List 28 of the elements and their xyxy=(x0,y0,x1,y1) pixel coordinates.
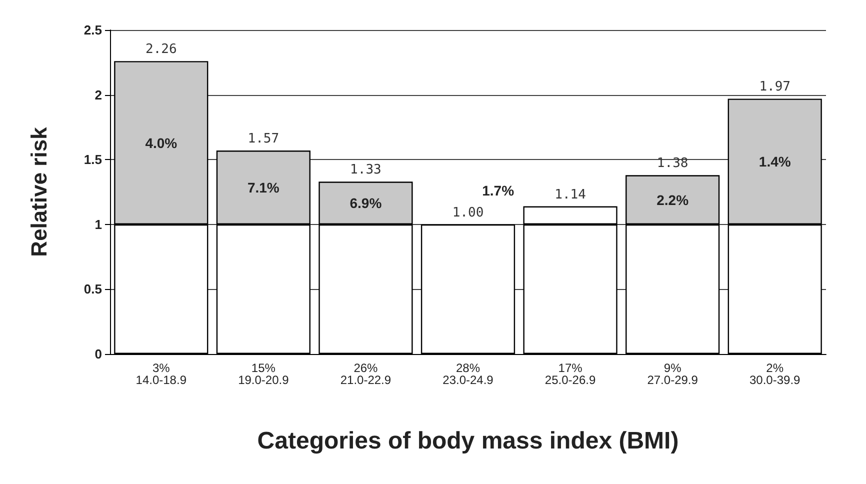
y-axis-title: Relative risk xyxy=(26,126,52,257)
total-label: 1.33 xyxy=(350,162,382,178)
annotation: 7.1% xyxy=(247,179,280,196)
total-label: 1.57 xyxy=(248,132,280,147)
y-tick-label: 0.5 xyxy=(84,282,102,297)
y-tick-label: 0 xyxy=(94,346,102,362)
total-label: 1.38 xyxy=(656,156,688,172)
total-label: 1.14 xyxy=(554,187,586,202)
y-tick-label: 2 xyxy=(94,87,102,102)
y-tick-label: 1.5 xyxy=(84,152,102,168)
x-tick-label: 17% 25.0-26.9 xyxy=(544,361,596,387)
total-label: 1.00 xyxy=(452,205,484,220)
annotation: 6.9% xyxy=(350,195,382,212)
x-tick-label: 3% 14.0-18.9 xyxy=(136,361,187,387)
total-label: 2.26 xyxy=(145,42,177,58)
annotation: 1.4% xyxy=(758,154,792,170)
y-tick-label: 2.5 xyxy=(84,22,102,38)
x-tick-label: 15% 19.0-20.9 xyxy=(238,361,290,387)
x-tick-label: 28% 23.0-24.9 xyxy=(442,361,494,387)
x-tick-label: 2% 30.0-39.9 xyxy=(750,361,801,387)
annotation: 2.2% xyxy=(656,192,690,208)
annotation: 4.0% xyxy=(145,134,178,151)
x-tick-label: 26% 21.0-22.9 xyxy=(340,361,392,387)
annotation: 1.7% xyxy=(482,182,515,199)
y-tick-label: 1 xyxy=(94,216,102,232)
x-tick-label: 9% 27.0-29.9 xyxy=(647,361,698,387)
total-label: 1.97 xyxy=(759,80,791,95)
x-axis-title: Categories of body mass index (BMI) xyxy=(257,428,679,454)
